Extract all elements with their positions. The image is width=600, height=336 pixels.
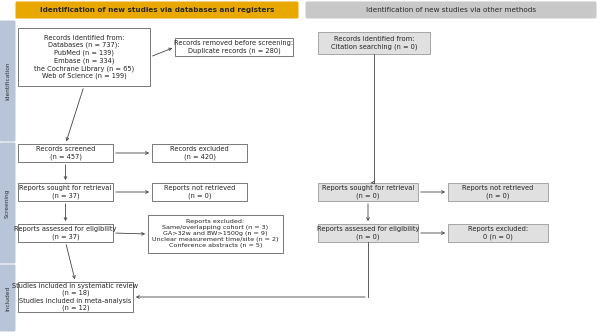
Text: Records identified from:
Databases (n = 737):
PubMed (n = 139)
Embase (n = 334)
: Records identified from: Databases (n = … bbox=[34, 35, 134, 79]
FancyBboxPatch shape bbox=[148, 215, 283, 253]
Text: Identification: Identification bbox=[5, 62, 10, 100]
FancyBboxPatch shape bbox=[18, 224, 113, 242]
Text: Reports assessed for eligibility
(n = 0): Reports assessed for eligibility (n = 0) bbox=[317, 226, 419, 240]
Text: Records excluded
(n = 420): Records excluded (n = 420) bbox=[170, 146, 229, 160]
FancyBboxPatch shape bbox=[318, 183, 418, 201]
Text: Screening: Screening bbox=[5, 188, 10, 218]
FancyBboxPatch shape bbox=[18, 282, 133, 312]
FancyBboxPatch shape bbox=[448, 183, 548, 201]
FancyBboxPatch shape bbox=[0, 264, 16, 332]
FancyBboxPatch shape bbox=[305, 1, 596, 18]
FancyBboxPatch shape bbox=[0, 20, 16, 141]
FancyBboxPatch shape bbox=[0, 142, 16, 263]
Text: Reports assessed for eligibility
(n = 37): Reports assessed for eligibility (n = 37… bbox=[14, 226, 116, 240]
FancyBboxPatch shape bbox=[318, 32, 430, 54]
FancyBboxPatch shape bbox=[16, 1, 299, 18]
Text: Identification of new studies via databases and registers: Identification of new studies via databa… bbox=[40, 7, 274, 13]
Text: Reports not retrieved
(n = 0): Reports not retrieved (n = 0) bbox=[463, 185, 533, 199]
Text: Reports sought for retrieval
(n = 0): Reports sought for retrieval (n = 0) bbox=[322, 185, 414, 199]
FancyBboxPatch shape bbox=[18, 28, 150, 86]
Text: Identification of new studies via other methods: Identification of new studies via other … bbox=[366, 7, 536, 13]
FancyBboxPatch shape bbox=[448, 224, 548, 242]
Text: Records screened
(n = 457): Records screened (n = 457) bbox=[36, 146, 95, 160]
FancyBboxPatch shape bbox=[18, 144, 113, 162]
FancyBboxPatch shape bbox=[152, 183, 247, 201]
Text: Studies included in systematic review
(n = 18)
Studies included in meta-analysis: Studies included in systematic review (n… bbox=[13, 283, 139, 311]
FancyBboxPatch shape bbox=[152, 144, 247, 162]
FancyBboxPatch shape bbox=[175, 38, 293, 56]
Text: Included: Included bbox=[5, 285, 10, 310]
Text: Reports excluded:
0 (n = 0): Reports excluded: 0 (n = 0) bbox=[468, 226, 528, 240]
Text: Reports excluded:
Same/overlapping cohort (n = 3)
GA>32w and BW>1500g (n = 9)
Un: Reports excluded: Same/overlapping cohor… bbox=[152, 219, 279, 249]
Text: Records identified from:
Citation searching (n = 0): Records identified from: Citation search… bbox=[331, 36, 417, 50]
FancyBboxPatch shape bbox=[318, 224, 418, 242]
Text: Records removed before screening:
Duplicate records (n = 280): Records removed before screening: Duplic… bbox=[175, 40, 293, 54]
FancyBboxPatch shape bbox=[18, 183, 113, 201]
Text: Reports sought for retrieval
(n = 37): Reports sought for retrieval (n = 37) bbox=[19, 185, 112, 199]
Text: Reports not retrieved
(n = 0): Reports not retrieved (n = 0) bbox=[164, 185, 235, 199]
